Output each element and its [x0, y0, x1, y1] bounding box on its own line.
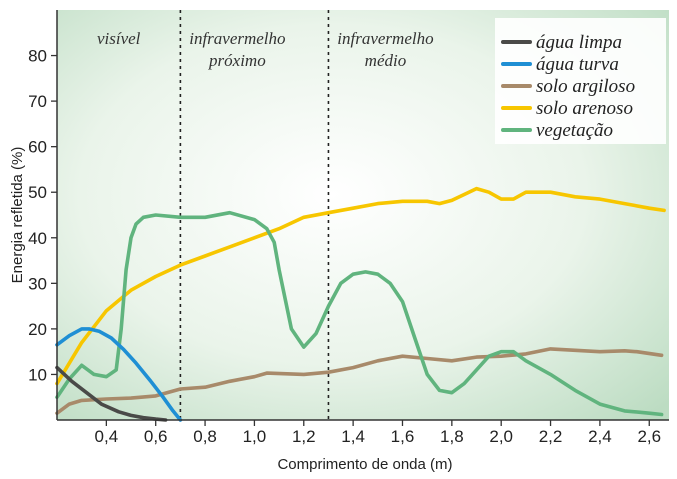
x-ticks: 0,4 0,6 0,8 1,0 1,2 1,4 1,6 1,8 2,0 2,2 2,4 2,6	[95, 420, 661, 446]
x-tick-label: 0,8	[193, 427, 217, 446]
region-label: médio	[365, 51, 407, 70]
legend-label: solo argiloso	[536, 76, 635, 97]
y-ticks: 10 20 30 40 50 60 70 80	[28, 47, 57, 384]
x-tick-label: 0,4	[95, 427, 119, 446]
y-axis-title: Energia refletida (%)	[9, 147, 26, 284]
x-axis-title: Comprimento de onda (m)	[277, 456, 452, 473]
x-tick-label: 2,4	[588, 427, 612, 446]
x-tick-label: 1,2	[292, 427, 316, 446]
y-tick-label: 80	[28, 47, 47, 66]
region-label: infravermelho	[189, 29, 285, 48]
legend-box	[495, 18, 666, 144]
legend-label: água limpa	[536, 32, 622, 53]
region-label: infravermelho	[337, 29, 433, 48]
region-label: próximo	[208, 51, 266, 70]
x-tick-label: 1,4	[341, 427, 365, 446]
series-lines	[55, 186, 666, 422]
legend-label: água turva	[536, 54, 619, 75]
legend-label: solo arenoso	[536, 98, 633, 119]
series-line-3	[55, 186, 666, 386]
x-tick-label: 2,6	[637, 427, 661, 446]
x-tick-label: 1,6	[391, 427, 415, 446]
series-line-0	[55, 365, 168, 422]
y-tick-label: 50	[28, 183, 47, 202]
y-tick-label: 60	[28, 138, 47, 157]
y-tick-label: 40	[28, 229, 47, 248]
axes	[56, 10, 669, 421]
series-line-1	[55, 327, 183, 422]
series-line-4	[55, 210, 664, 417]
y-tick-label: 10	[28, 365, 47, 384]
region-label: visível	[97, 29, 141, 48]
y-tick-label: 70	[28, 92, 47, 111]
legend-label: vegetação	[536, 120, 613, 141]
region-labels: visível infravermelho próximo infravermelho…	[97, 29, 434, 70]
series-line-2	[55, 347, 664, 416]
x-tick-label: 1,8	[440, 427, 464, 446]
region-boundaries	[179, 10, 330, 420]
x-tick-label: 0,6	[144, 427, 168, 446]
x-tick-label: 2,0	[489, 427, 513, 446]
y-tick-label: 20	[28, 320, 47, 339]
y-tick-label: 30	[28, 274, 47, 293]
x-tick-label: 2,2	[539, 427, 563, 446]
x-tick-label: 1,0	[243, 427, 267, 446]
